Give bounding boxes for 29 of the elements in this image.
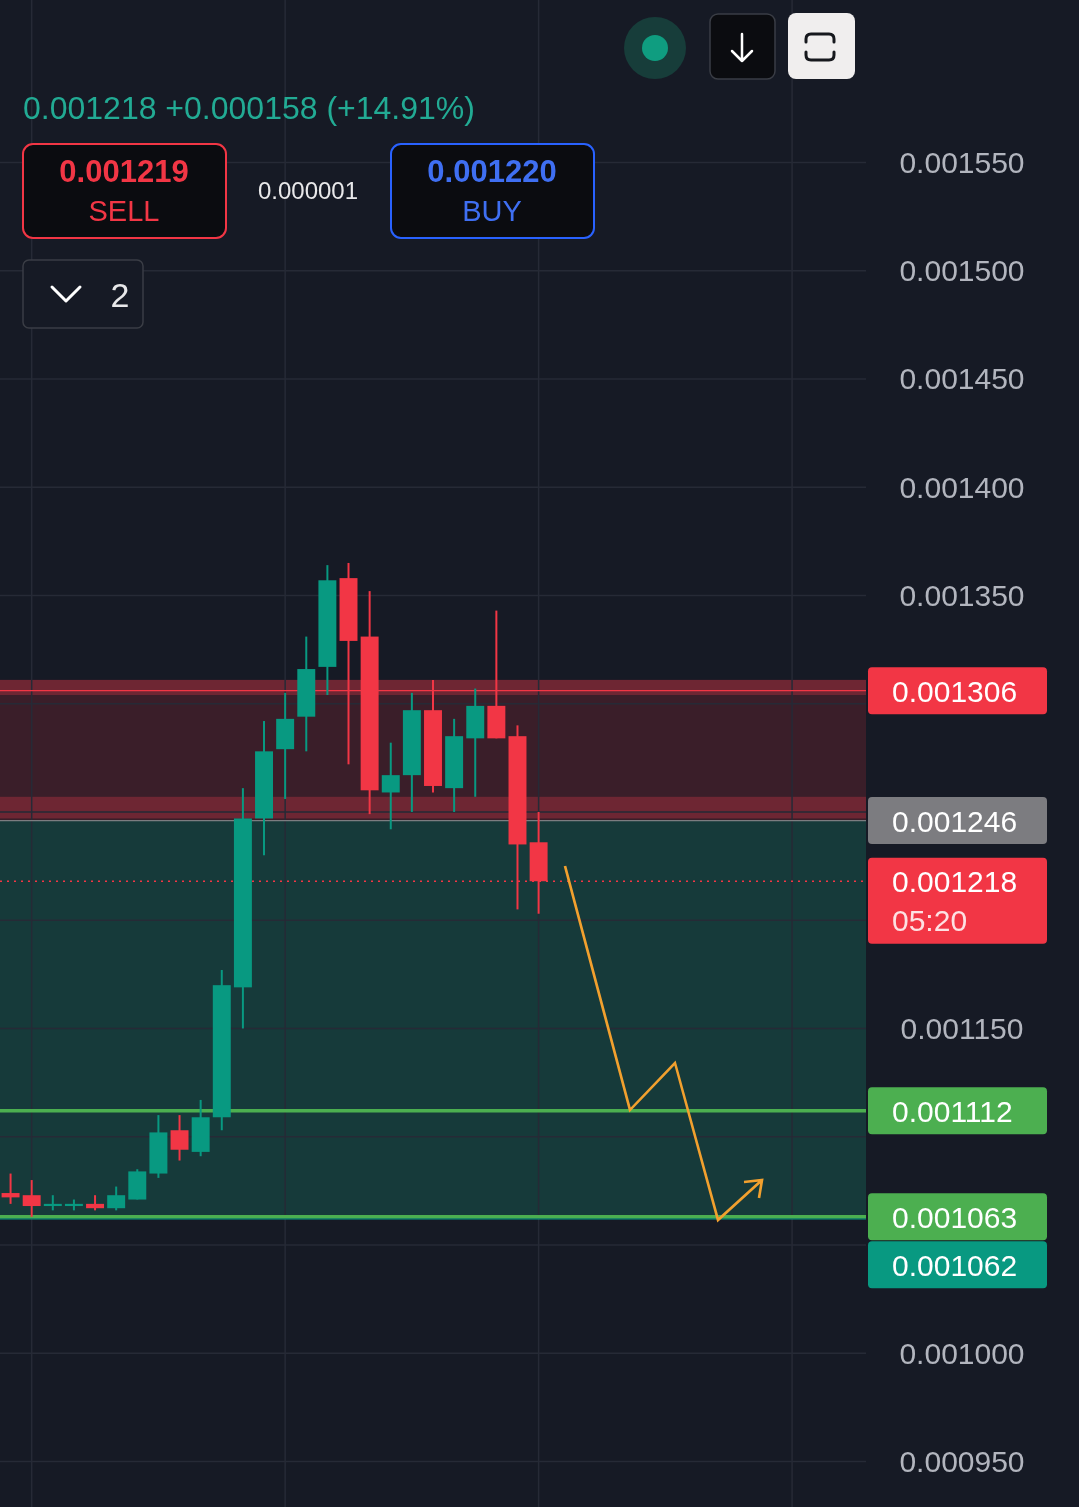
annotation: 2: [110, 276, 130, 314]
ref-line-label: 0.001246: [892, 804, 1018, 838]
y-tick-label: 0.001500: [899, 254, 1025, 288]
y-tick-label: 0.001350: [899, 578, 1025, 612]
collapse-button: 2: [22, 259, 144, 329]
annotation: 0.000001: [257, 176, 359, 204]
annotation: SELL: [88, 195, 160, 227]
ref-line-label: 0.001112: [892, 1094, 1013, 1128]
ref-line-label: 0.001063: [892, 1200, 1018, 1234]
y-tick-label: 0.001150: [900, 1011, 1024, 1045]
ref-line-label: 0.001062: [892, 1248, 1018, 1282]
sell-button: 0.001219 SELL: [22, 143, 227, 239]
annotation: 0.001219: [59, 153, 189, 189]
ref-line-label: 0.001218 05:20: [892, 864, 1018, 937]
annotation: BUY: [462, 195, 522, 227]
y-tick-label: 0.000950: [899, 1445, 1025, 1479]
ref-line-label: 0.001306: [892, 674, 1018, 708]
y-tick-label: 0.001550: [899, 145, 1025, 179]
text: 0.001218 +0.000158 (+14.91%): [23, 90, 475, 126]
annotation: 0.001220: [427, 153, 557, 189]
candlestick: [22, 1179, 41, 1218]
candlestick: [170, 1114, 189, 1162]
y-tick-label: 0.001450: [899, 362, 1025, 396]
candlestick: [381, 741, 400, 831]
candlestick: [1, 1172, 20, 1205]
y-tick-label: 0.001000: [899, 1336, 1025, 1370]
buy-button: 0.001220 BUY: [390, 143, 595, 239]
y-tick-label: 0.001400: [899, 470, 1025, 504]
candlestick: [107, 1185, 126, 1212]
